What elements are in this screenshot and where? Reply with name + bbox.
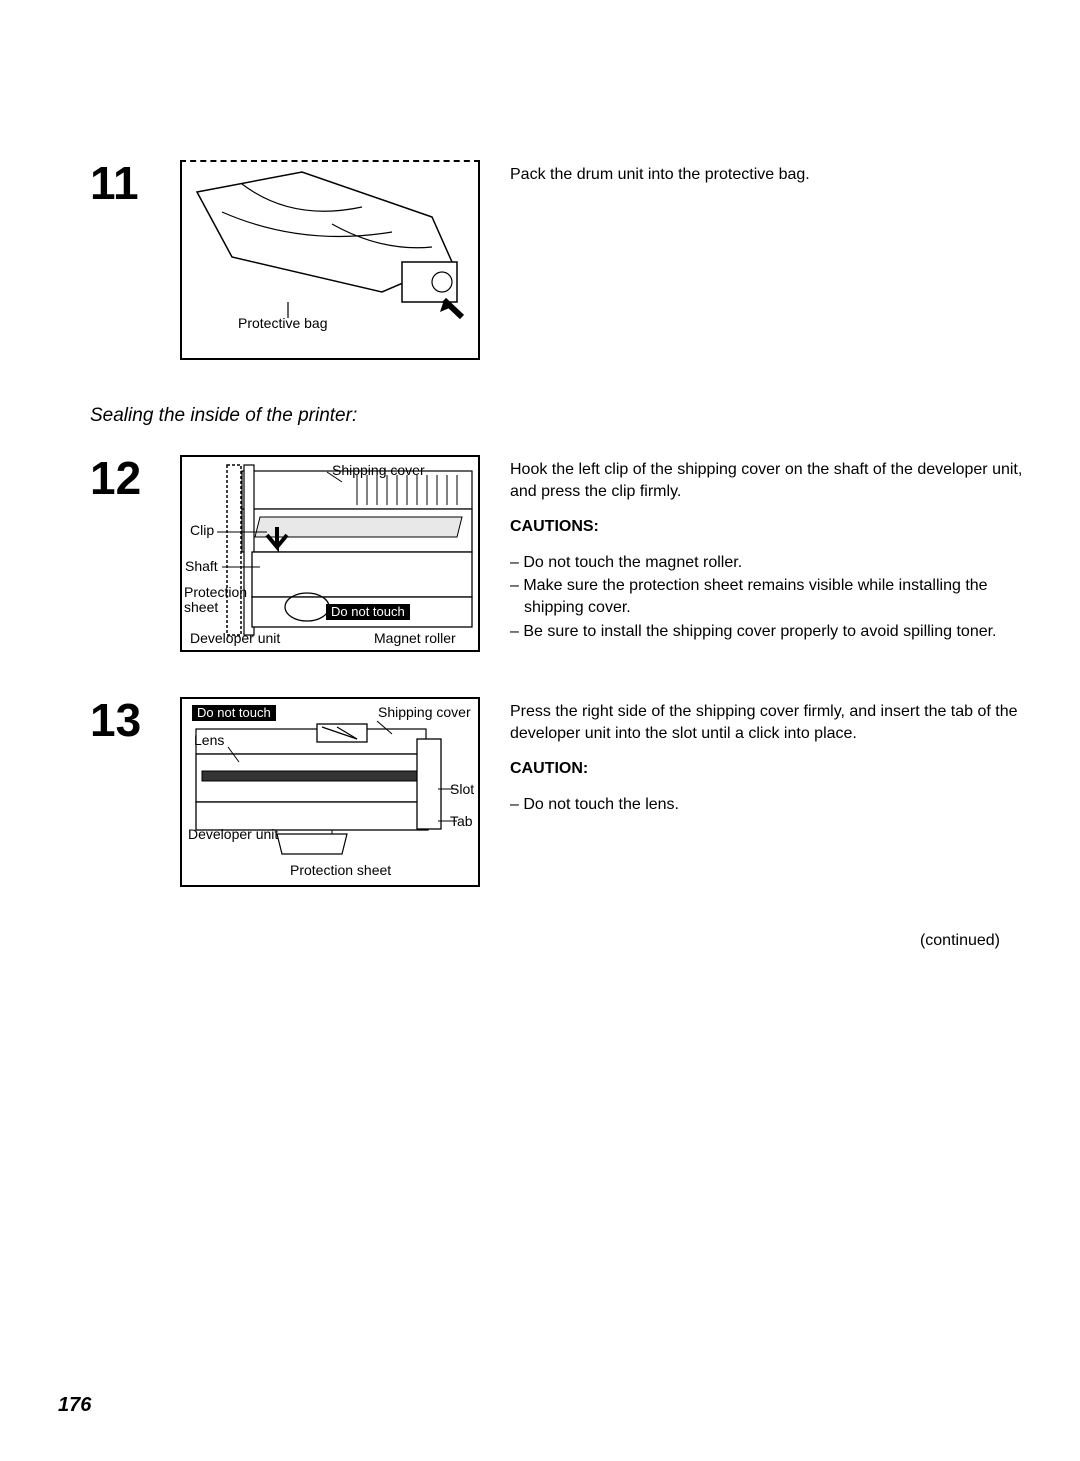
figure-13: Do not touch Shipping cover Lens Slot Ta… <box>180 697 480 887</box>
step-number: 13 <box>90 697 180 743</box>
cautions-heading: CAUTIONS: <box>510 518 599 535</box>
caution-item: – Make sure the protection sheet remains… <box>510 575 1030 618</box>
label-protection-2: sheet <box>184 600 218 615</box>
label-developer-unit: Developer unit <box>190 631 280 646</box>
step-11-desc: Pack the drum unit into the protective b… <box>510 160 1030 200</box>
page-number: 176 <box>58 1394 91 1417</box>
label-slot: Slot <box>450 782 474 797</box>
figure-12: Shipping cover Clip Shaft Protection she… <box>180 455 480 652</box>
label-developer-unit: Developer unit <box>188 827 278 842</box>
label-protection-sheet: Protection sheet <box>290 863 391 878</box>
label-lens: Lens <box>194 733 224 748</box>
label-do-not-touch: Do not touch <box>192 705 276 721</box>
label-shaft: Shaft <box>185 559 218 574</box>
manual-page: 11 Protective bag Pack the drum unit int… <box>0 0 1080 1461</box>
step-12-text: Hook the left clip of the shipping cover… <box>510 459 1030 502</box>
label-do-not-touch: Do not touch <box>326 604 410 620</box>
step-13-text: Press the right side of the shipping cov… <box>510 701 1030 744</box>
step-number: 11 <box>90 160 180 206</box>
step-12-desc: Hook the left clip of the shipping cover… <box>510 455 1030 644</box>
caution-item: – Be sure to install the shipping cover … <box>510 621 1030 643</box>
step-number: 12 <box>90 455 180 501</box>
label-clip: Clip <box>190 523 214 538</box>
step-13: 13 Do not touch Shipping cover Lens <box>90 697 1030 887</box>
caution-item: – Do not touch the magnet roller. <box>510 552 1030 574</box>
step-12: 12 <box>90 455 1030 652</box>
label-protective-bag: Protective bag <box>238 316 328 331</box>
section-subheading: Sealing the inside of the printer: <box>90 405 1030 427</box>
cautions-list-13: – Do not touch the lens. <box>510 794 1030 816</box>
label-shipping-cover: Shipping cover <box>332 463 425 478</box>
printer-sketch-12 <box>182 457 478 650</box>
label-shipping-cover: Shipping cover <box>378 705 471 720</box>
printer-sketch-13 <box>182 699 478 885</box>
label-tab: Tab <box>450 814 473 829</box>
step-11: 11 Protective bag Pack the drum unit int… <box>90 160 1030 360</box>
bag-sketch <box>182 162 478 358</box>
continued-text: (continued) <box>90 932 1030 950</box>
step-11-text: Pack the drum unit into the protective b… <box>510 164 1030 186</box>
cautions-list-12: – Do not touch the magnet roller. – Make… <box>510 552 1030 642</box>
caution-heading: CAUTION: <box>510 760 588 777</box>
label-magnet-roller: Magnet roller <box>374 631 456 646</box>
caution-item: – Do not touch the lens. <box>510 794 1030 816</box>
step-13-desc: Press the right side of the shipping cov… <box>510 697 1030 817</box>
figure-11: Protective bag <box>180 160 480 360</box>
